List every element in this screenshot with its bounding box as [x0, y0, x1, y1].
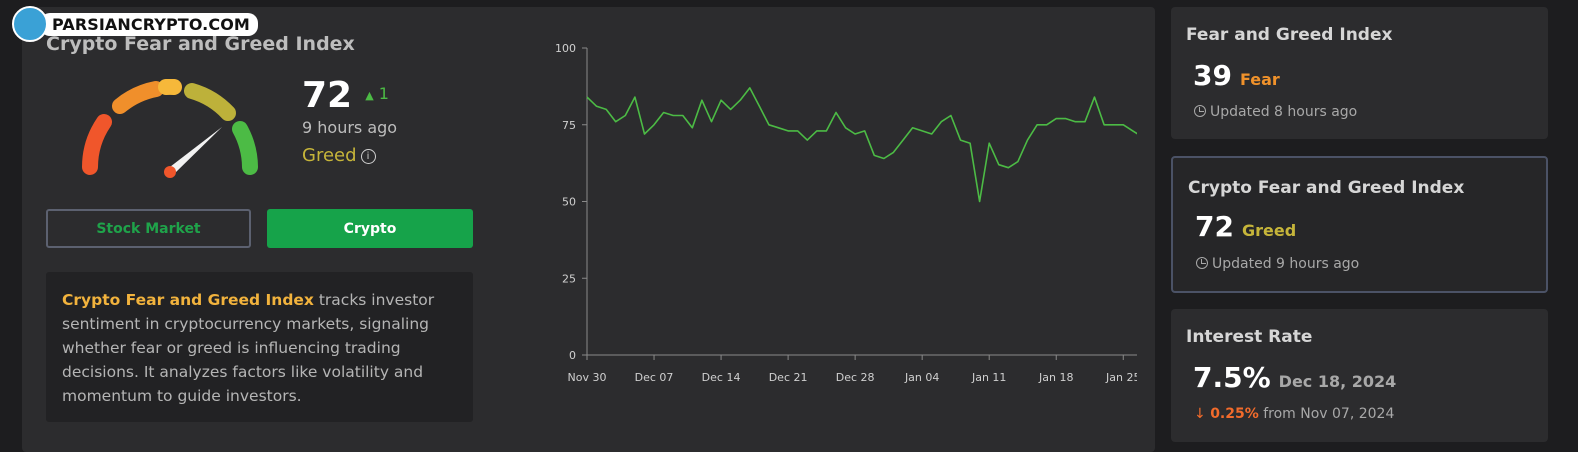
stock-market-button[interactable]: Stock Market: [46, 209, 251, 248]
crypto-button[interactable]: Crypto: [267, 209, 473, 248]
y-tick-label: 100: [555, 42, 576, 55]
rate-change-value: 0.25%: [1210, 406, 1259, 422]
gauge-segment-extreme-fear: [82, 114, 112, 175]
main-panel: Crypto Fear and Greed Index 72 ▲ 1 9 hou…: [22, 7, 1155, 452]
watermark-logo-icon: [12, 6, 48, 42]
card-title: Fear and Greed Index: [1186, 25, 1393, 45]
delta-value: 1: [378, 84, 389, 103]
description-highlight: Crypto Fear and Greed Index: [62, 291, 314, 309]
history-line-chart: 0 25 50 75 100 Nov 30 Dec 07 Dec 14 Dec 21 Dec 28…: [555, 42, 1137, 384]
y-tick-label: 50: [562, 196, 576, 209]
x-tick-label: Nov 30: [568, 371, 607, 384]
clock-icon: [1196, 257, 1208, 269]
card-updated-text: Updated 8 hours ago: [1210, 104, 1358, 120]
clock-icon: [1194, 105, 1206, 117]
description-box: Crypto Fear and Greed Index tracks inves…: [46, 272, 473, 422]
x-tick-label: Dec 14: [702, 371, 741, 384]
card-change: ↓ 0.25% from Nov 07, 2024: [1194, 406, 1394, 422]
x-tick-label: Jan 18: [1038, 371, 1073, 384]
index-value-block: 72 ▲ 1 9 hours ago Greed i: [302, 75, 397, 166]
x-tick-label: Jan 11: [971, 371, 1006, 384]
card-title: Crypto Fear and Greed Index: [1188, 178, 1465, 198]
page-title: Crypto Fear and Greed Index: [46, 33, 355, 55]
x-tick-label: Jan 04: [904, 371, 939, 384]
gauge-segment-extreme-greed: [232, 121, 258, 175]
card-value-row: 7.5% Dec 18, 2024: [1193, 361, 1396, 394]
series-line: [586, 87, 1137, 203]
info-icon[interactable]: i: [360, 149, 376, 164]
y-tick-label: 0: [569, 349, 576, 362]
x-tick-label: Dec 28: [836, 371, 875, 384]
gauge-segment-greed: [184, 83, 236, 121]
card-label: Fear: [1239, 70, 1280, 89]
updated-time: 9 hours ago: [302, 118, 398, 137]
y-tick-label: 75: [562, 119, 576, 132]
gauge-needle-hub: [164, 166, 176, 178]
crypto-fear-greed-card[interactable]: Crypto Fear and Greed Index 72 Greed Upda…: [1171, 156, 1548, 293]
card-updated: Updated 9 hours ago: [1196, 256, 1359, 272]
index-delta: ▲ 1: [365, 84, 389, 103]
watermark-text: PARSIANCRYPTO.COM: [40, 12, 258, 36]
fear-greed-card[interactable]: Fear and Greed Index 39 Fear Updated 8 ho…: [1171, 7, 1548, 139]
y-tick-label: 25: [562, 272, 576, 285]
x-tick-label: Dec 07: [635, 371, 674, 384]
gauge-needle: [166, 127, 222, 174]
card-value: 39: [1193, 59, 1232, 92]
card-value-row: 39 Fear: [1193, 59, 1280, 92]
card-value: 72: [1195, 210, 1234, 243]
x-tick-label: Dec 21: [769, 371, 808, 384]
index-value: 72: [302, 75, 353, 116]
gauge-segment-fear: [112, 81, 164, 114]
gauge-icon: [82, 79, 258, 178]
status-label: Greed: [302, 145, 357, 166]
card-value-row: 72 Greed: [1195, 210, 1296, 243]
description-text: tracks investor sentiment in cryptocurre…: [62, 291, 435, 405]
watermark: PARSIANCRYPTO.COM: [12, 5, 258, 43]
down-arrow-icon: ↓: [1194, 406, 1206, 422]
card-updated: Updated 8 hours ago: [1194, 104, 1357, 120]
up-arrow-icon: ▲: [365, 89, 374, 102]
status-label-row: Greed i: [302, 145, 397, 166]
card-value: 7.5%: [1193, 361, 1271, 394]
card-label: Greed: [1241, 221, 1297, 240]
rate-change-text: from Nov 07, 2024: [1258, 406, 1395, 422]
card-title: Interest Rate: [1186, 327, 1313, 347]
interest-rate-card[interactable]: Interest Rate 7.5% Dec 18, 2024 ↓ 0.25% f…: [1171, 309, 1548, 442]
card-updated-text: Updated 9 hours ago: [1212, 256, 1360, 272]
x-tick-label: Jan 25: [1105, 371, 1137, 384]
card-date: Dec 18, 2024: [1278, 372, 1397, 391]
